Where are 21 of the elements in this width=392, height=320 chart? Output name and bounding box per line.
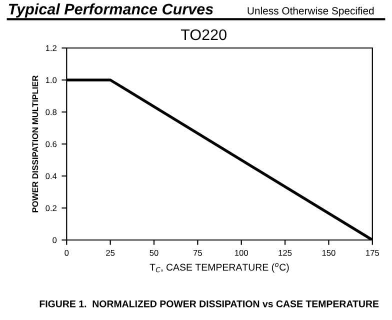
text: TO220 <box>180 29 226 40</box>
chart-title: Typical Performance Curves <box>8 3 214 18</box>
y-tick-label: 1.0 <box>46 77 57 84</box>
x-tick-label: 175 <box>366 250 380 256</box>
x-tick-label: 75 <box>193 250 202 256</box>
y-tick-label: 0.2 <box>46 205 56 212</box>
x-tick-label: 0 <box>64 250 69 256</box>
chart-subtitle: Unless Otherwise Specified <box>248 6 374 17</box>
x-tick-label: 25 <box>106 250 115 256</box>
y-tick-label: 0.8 <box>46 109 57 116</box>
y-tick-label: 0.4 <box>46 173 57 180</box>
caption: FIGURE 1. NORMALIZED POWER DISSIPATION vs CASE TEMPERATURE <box>40 300 379 308</box>
y-tick-label: 0.6 <box>46 141 57 148</box>
y-tick-label: 0 <box>52 237 57 244</box>
x-axis-title: T$_{C}$, CASE TEMPERATURE ($^{o}$C) <box>150 263 289 273</box>
y-axis-title: POWER DISSIPATION MULTIPLIER <box>32 75 38 212</box>
x-tick-label: 100 <box>235 250 248 256</box>
x-tick-label: 125 <box>278 250 292 256</box>
x-tick-label: 150 <box>322 250 336 256</box>
x-tick-label: 50 <box>150 250 158 256</box>
y-tick-label: 1.2 <box>46 45 56 52</box>
